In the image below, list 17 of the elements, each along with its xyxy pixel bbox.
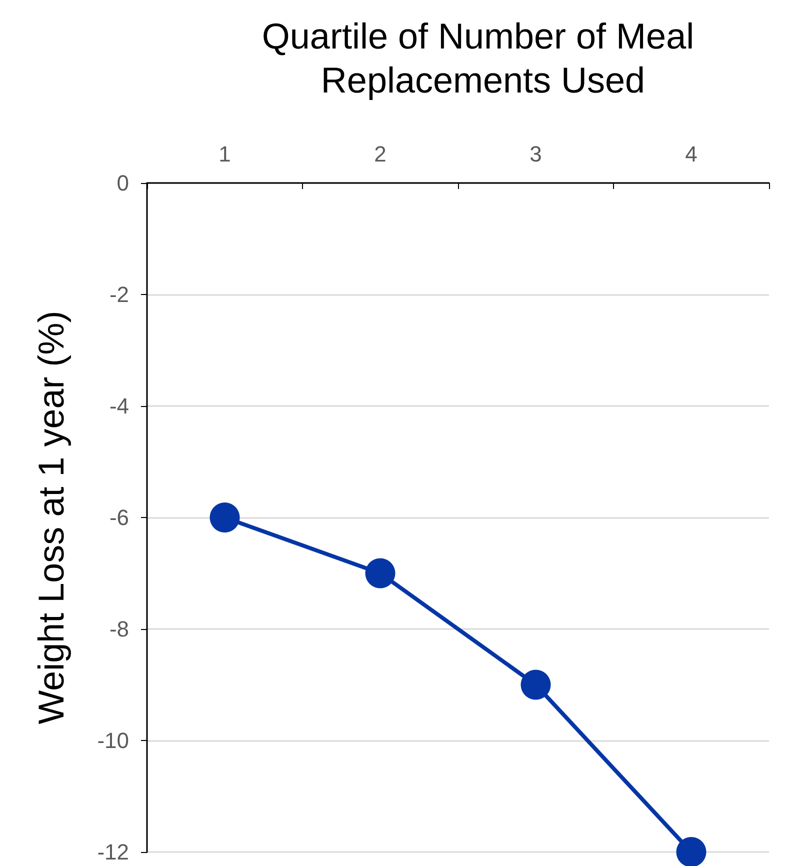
x-tick-label: 2 (374, 142, 386, 166)
point (520, 670, 551, 700)
y-tick-label: -8 (109, 616, 129, 642)
point (365, 558, 396, 588)
y-tick-label: 0 (116, 170, 129, 196)
x-axis-title: Quartile of Number of Meal Replacements Used (262, 16, 704, 100)
y-tick-label: -4 (109, 394, 129, 418)
y-tick-label: -2 (109, 282, 129, 307)
y-tick-label: -6 (109, 505, 129, 530)
point (676, 837, 706, 866)
point (210, 502, 240, 532)
x-tick-label: 3 (530, 142, 542, 166)
x-tick-label: 4 (685, 142, 698, 166)
y-axis-title: Weight Loss at 1 year (%) (30, 310, 72, 724)
x-tick-label: 1 (218, 142, 231, 166)
y-tick-label: -10 (97, 728, 129, 753)
y-tick-label: -12 (97, 840, 129, 864)
